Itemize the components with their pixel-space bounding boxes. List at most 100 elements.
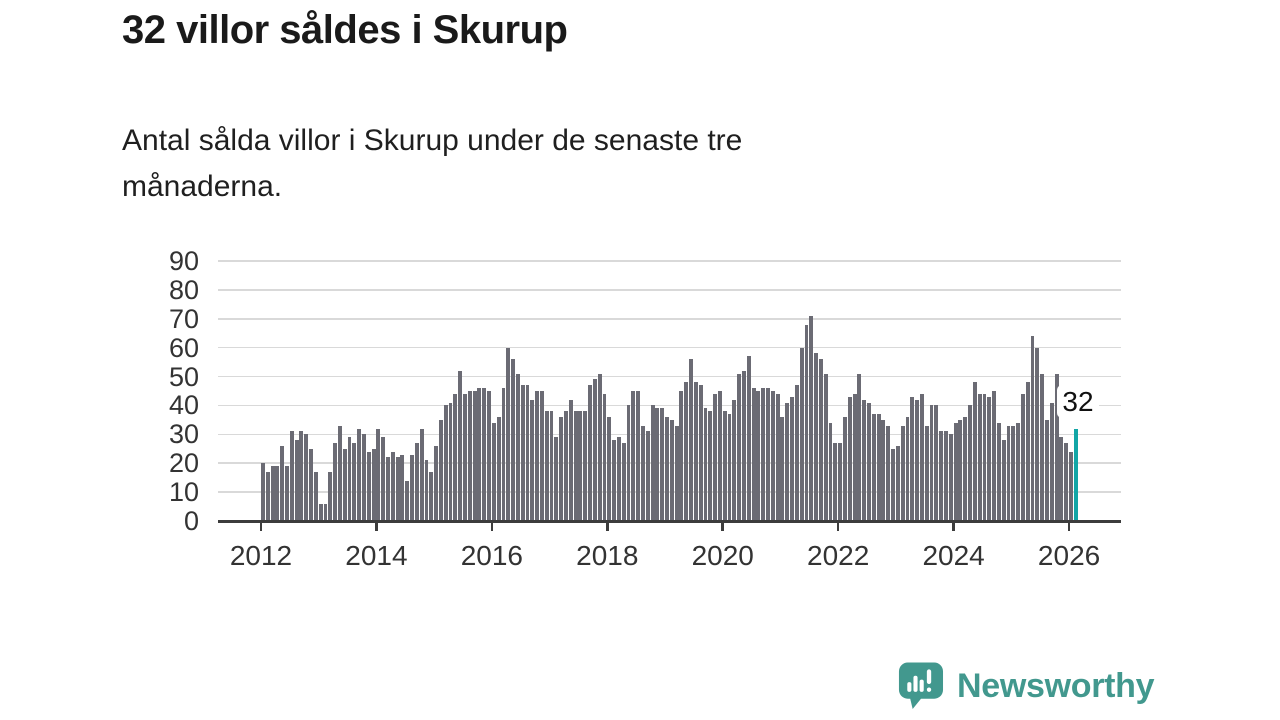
bar: [640, 425, 645, 521]
bar: [924, 425, 929, 521]
bar: [862, 399, 867, 521]
bar: [318, 503, 323, 521]
bar: [843, 417, 847, 521]
y-axis-tick-label: 10: [168, 477, 199, 508]
bar: [583, 411, 588, 521]
bar: [362, 434, 366, 521]
bar: [1049, 402, 1054, 521]
bar: [1030, 336, 1035, 521]
bar: [515, 373, 520, 521]
bar: [679, 391, 684, 521]
bar: [742, 370, 746, 521]
bar: [1054, 373, 1059, 521]
bar: [525, 385, 530, 521]
bar: [549, 411, 554, 521]
bar: [790, 396, 794, 521]
bar: [506, 347, 511, 521]
bar: [390, 451, 395, 521]
bar: [775, 393, 780, 521]
bar: [828, 422, 833, 521]
bar: [847, 396, 852, 521]
bar: [616, 437, 621, 521]
bar: [270, 466, 275, 521]
bar: [939, 431, 944, 521]
x-axis-tick-label: 2014: [345, 540, 408, 571]
bar: [665, 417, 669, 521]
bar: [876, 414, 881, 521]
bar: [708, 411, 713, 521]
bar: [463, 393, 467, 521]
bar: [386, 457, 390, 521]
bar: [689, 359, 693, 521]
bar: [438, 419, 443, 521]
bar: [482, 388, 487, 521]
bar: [631, 391, 636, 521]
bar: [905, 417, 910, 521]
bar: [766, 388, 770, 521]
x-axis-tick: [259, 522, 263, 531]
bar: [727, 414, 732, 521]
bar: [919, 393, 924, 521]
bar: [371, 448, 376, 521]
y-axis-tick-label: 50: [168, 361, 199, 392]
y-axis-tick-label: 40: [168, 390, 199, 421]
bar: [669, 419, 674, 521]
bar: [304, 434, 309, 521]
bar: [722, 411, 727, 521]
bar: [626, 405, 631, 521]
gridline: [218, 318, 1121, 320]
bar: [434, 445, 439, 521]
bar: [1025, 382, 1030, 521]
bar: [328, 471, 333, 521]
bar: [823, 373, 828, 521]
bar: [496, 417, 501, 521]
bar: [751, 388, 756, 521]
brand-footer: Newsworthy: [897, 661, 1155, 711]
bar: [347, 437, 352, 521]
bar: [530, 399, 535, 521]
bar: [713, 393, 718, 521]
bar: [838, 443, 843, 521]
gridline: [218, 433, 1121, 436]
x-axis-tick: [606, 522, 609, 531]
bar: [621, 443, 626, 521]
bar: [857, 373, 862, 521]
bar: [539, 391, 544, 521]
chart-subtitle: Antal sålda villor i Skurup under de sen…: [122, 118, 742, 210]
bar: [395, 457, 400, 521]
bar: [453, 393, 458, 521]
bar: [871, 414, 876, 521]
bar: [944, 431, 948, 521]
bar: [684, 382, 689, 521]
bar: [366, 451, 371, 521]
bar: [785, 402, 790, 521]
bar: [487, 391, 491, 521]
gridline: [218, 375, 1121, 378]
bar: [852, 393, 857, 521]
bar: [1020, 393, 1025, 521]
bar: [597, 373, 602, 521]
bar: [607, 417, 612, 521]
x-axis-tick-label: 2026: [1037, 540, 1101, 571]
bar: [1016, 422, 1021, 521]
x-axis-tick: [836, 522, 840, 531]
value-annotation: 32: [1057, 385, 1099, 418]
bar: [794, 385, 799, 521]
bar: [544, 411, 549, 521]
bar: [655, 408, 660, 521]
bar: [265, 471, 270, 521]
bar: [554, 437, 559, 521]
bar: [992, 391, 996, 521]
bar: [958, 419, 963, 521]
bar: [934, 405, 939, 521]
bar: [448, 402, 453, 521]
bar: [818, 359, 823, 521]
bar: [323, 503, 328, 521]
bar: [588, 385, 592, 521]
x-axis-tick-label: 2016: [460, 540, 524, 571]
bar: [1064, 443, 1069, 521]
bar: [501, 388, 506, 521]
bar: [568, 399, 573, 521]
x-axis-tick: [952, 522, 955, 531]
